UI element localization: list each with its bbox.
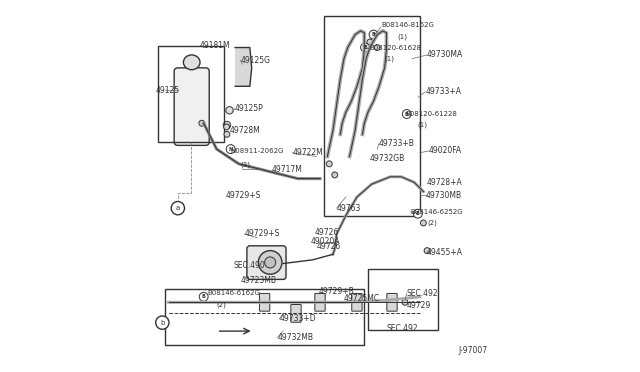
Text: 49717M: 49717M — [272, 165, 303, 174]
Text: (1): (1) — [385, 55, 395, 62]
Text: N08911-2062G: N08911-2062G — [230, 148, 284, 154]
FancyBboxPatch shape — [315, 294, 325, 311]
Text: 49726: 49726 — [316, 243, 340, 251]
Text: 49732MB: 49732MB — [278, 333, 314, 342]
Circle shape — [332, 172, 338, 178]
Circle shape — [172, 202, 184, 215]
Circle shape — [360, 43, 369, 52]
FancyBboxPatch shape — [259, 294, 270, 311]
Text: (3): (3) — [241, 161, 251, 168]
Text: J-97007: J-97007 — [458, 346, 488, 355]
Text: 49020A: 49020A — [311, 237, 340, 246]
FancyBboxPatch shape — [174, 68, 209, 145]
Text: 49723MB: 49723MB — [241, 276, 276, 285]
FancyBboxPatch shape — [247, 246, 286, 279]
Text: 49455+A: 49455+A — [427, 248, 463, 257]
Circle shape — [156, 316, 169, 329]
Circle shape — [369, 30, 378, 39]
Text: B08146-6162G: B08146-6162G — [207, 290, 260, 296]
FancyBboxPatch shape — [387, 294, 397, 311]
Text: B08146-8162G: B08146-8162G — [381, 22, 434, 28]
Circle shape — [226, 107, 233, 114]
Text: 49726: 49726 — [314, 228, 339, 237]
Text: B: B — [405, 112, 409, 116]
Circle shape — [413, 209, 422, 218]
Text: 49728+A: 49728+A — [427, 178, 463, 187]
Circle shape — [326, 161, 332, 167]
Text: (2): (2) — [427, 220, 437, 226]
Text: N: N — [228, 147, 233, 151]
Text: 49729: 49729 — [407, 301, 431, 311]
Text: 49730MB: 49730MB — [425, 191, 461, 200]
Ellipse shape — [184, 55, 200, 70]
Circle shape — [424, 248, 430, 254]
Text: SEC.492: SEC.492 — [387, 324, 418, 333]
Circle shape — [403, 110, 411, 118]
Text: 49732GB: 49732GB — [370, 154, 405, 163]
Circle shape — [402, 299, 408, 305]
Text: B: B — [372, 32, 376, 37]
Text: 49728M: 49728M — [230, 126, 260, 135]
Circle shape — [259, 251, 282, 274]
Circle shape — [226, 145, 235, 154]
Polygon shape — [235, 48, 252, 86]
Circle shape — [420, 220, 426, 226]
Circle shape — [223, 121, 230, 129]
Text: 49730MA: 49730MA — [427, 51, 463, 60]
Circle shape — [224, 131, 230, 137]
Text: 49729+S: 49729+S — [244, 230, 280, 238]
Circle shape — [367, 39, 372, 45]
Text: (2): (2) — [216, 302, 227, 308]
Text: (1): (1) — [397, 33, 408, 40]
Circle shape — [199, 120, 205, 126]
Text: a: a — [176, 205, 180, 211]
Text: B: B — [363, 45, 367, 50]
Circle shape — [223, 124, 230, 130]
Text: 49125G: 49125G — [241, 56, 271, 65]
Circle shape — [264, 257, 276, 268]
Text: B: B — [202, 294, 205, 299]
Text: 49729+B: 49729+B — [318, 287, 354, 296]
Text: 49125: 49125 — [156, 86, 180, 94]
Text: (1): (1) — [418, 122, 428, 128]
Text: 49729+S: 49729+S — [226, 191, 261, 200]
Text: 49020FA: 49020FA — [429, 147, 462, 155]
Text: SEC.490: SEC.490 — [233, 261, 265, 270]
Text: B: B — [416, 211, 420, 216]
Circle shape — [199, 292, 208, 301]
Text: 49722M: 49722M — [292, 148, 323, 157]
Text: 49733+A: 49733+A — [425, 87, 461, 96]
Text: b: b — [160, 320, 164, 326]
FancyBboxPatch shape — [291, 305, 301, 322]
Text: 49725MC: 49725MC — [344, 294, 380, 303]
Text: B08146-6252G: B08146-6252G — [410, 209, 463, 215]
Text: B08120-61228: B08120-61228 — [405, 111, 457, 117]
Text: SEC.492: SEC.492 — [407, 289, 438, 298]
Circle shape — [374, 45, 380, 51]
Text: 49733+D: 49733+D — [280, 314, 316, 323]
Text: 49181M: 49181M — [200, 41, 230, 50]
Text: 49733+B: 49733+B — [379, 139, 415, 148]
Text: 49125P: 49125P — [235, 104, 264, 113]
Text: 49763: 49763 — [337, 203, 361, 213]
FancyBboxPatch shape — [352, 294, 362, 311]
Text: B08120-61628: B08120-61628 — [370, 45, 422, 51]
